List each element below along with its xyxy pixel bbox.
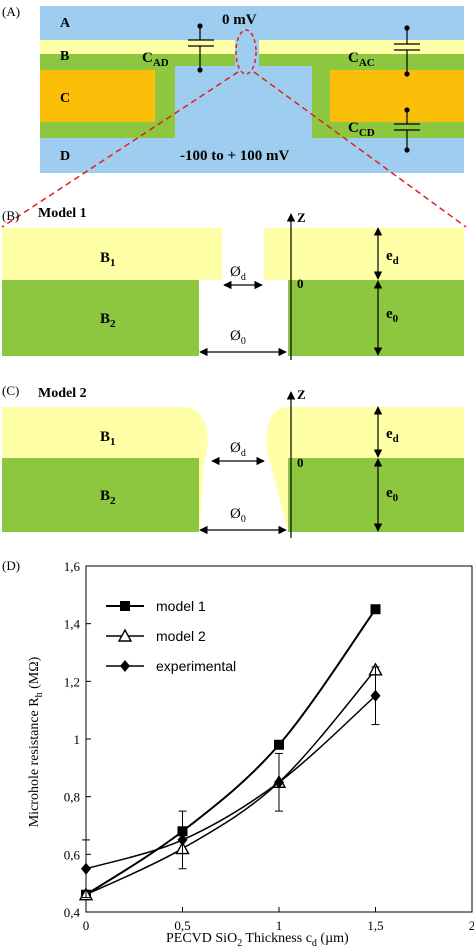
x-tick-label: 1,5: [367, 918, 383, 933]
legend-label: model 2: [156, 628, 206, 644]
capacitor-ac-symbol: [394, 25, 420, 77]
x-tick-label: 0,5: [174, 918, 190, 933]
region-d-label: D: [60, 149, 70, 164]
b2-layer-right: [288, 280, 464, 356]
e0-label: e0: [386, 485, 399, 504]
bottom-voltage: -100 to + 100 mV: [180, 148, 290, 164]
capacitor-cd-symbol: [394, 107, 420, 153]
y-tick-label: 0,6: [64, 847, 81, 862]
legend-marker: [117, 628, 133, 642]
legend-label: model 1: [156, 598, 206, 614]
panel-a: (A) A B C D 0 mV -100 to + 100 mV: [1, 4, 467, 228]
zero-label: 0: [297, 276, 304, 291]
resistance-chart: 0,4 0,6 0,8 1 1,2 1,4 1,6 0 0,5 1 1,5 2 model 1 model…: [64, 559, 474, 933]
x-tick-label: 1: [276, 918, 283, 933]
layer-c-left: [40, 70, 155, 122]
panel-b: (B) Model 1 B1 B2 Ød Ø0 Z 0 ed e0: [2, 206, 464, 360]
x-axis-label: PECVD SiO2 Thickness cd (µm): [166, 931, 349, 948]
b1-label: B1: [100, 429, 116, 448]
data-point-diamond: [370, 689, 381, 702]
series-line-diamond: [85, 695, 377, 870]
legend-marker: [120, 660, 130, 672]
z-axis-label: Z: [297, 210, 306, 225]
diam-0-label: Ø0: [230, 328, 246, 347]
b2-layer-left: [2, 458, 199, 532]
panel-c-tag: (C): [2, 383, 19, 398]
plot-frame: [85, 565, 473, 913]
panel-c-model: Model 2: [38, 386, 87, 401]
y-tick-label: 0,4: [64, 905, 81, 920]
layer-b-left: [40, 40, 235, 54]
y-tick-label: 1: [74, 732, 81, 747]
region-c-label: C: [60, 91, 70, 106]
layer-b-green-right: [259, 54, 464, 66]
panel-d-tag: (D): [2, 558, 20, 573]
data-point-diamond: [177, 833, 188, 846]
x-tick-label: 0: [83, 918, 90, 933]
y-tick-label: 1,2: [64, 674, 80, 689]
data-point-diamond: [81, 862, 91, 875]
top-voltage: 0 mV: [222, 12, 257, 28]
b1-layer-left: [2, 228, 222, 280]
cap-ad-label: CAD: [142, 50, 169, 69]
series-line-square: [85, 608, 377, 896]
capacitor-ad-symbol: [188, 23, 214, 73]
y-axis-label: Microhole resistance Rh (MΩ): [27, 656, 45, 827]
layer-c-right: [330, 70, 464, 122]
e0-label: e0: [386, 306, 399, 325]
ed-label: ed: [386, 248, 399, 267]
y-tick-label: 1,6: [64, 559, 81, 574]
panel-b-tag: (B): [2, 208, 19, 223]
diam-d-label: Ød: [230, 440, 246, 459]
x-tick-label: 2: [469, 918, 474, 933]
legend-marker: [120, 601, 130, 611]
b2-layer-right: [288, 458, 464, 532]
panel-c: (C) Model 2 B1 B2 Ød Ø0 Z 0 ed e0: [2, 383, 464, 538]
panel-d: (D) 0,4 0,6 0,8 1 1,2 1,4 1,6 0 0,5 1 1,5 2 model 1 m…: [2, 558, 474, 948]
y-tick-label: 1,4: [64, 617, 81, 632]
y-tick-label: 0,8: [64, 790, 80, 805]
panel-a-tag: (A): [2, 4, 20, 19]
legend-label: experimental: [156, 658, 236, 674]
cap-cd-label: CCD: [348, 120, 375, 139]
region-b-label: B: [60, 49, 69, 64]
b2-layer-left: [2, 280, 199, 356]
layer-b-green-left: [40, 54, 235, 66]
b1-label: B1: [100, 250, 116, 269]
layer-b-right: [259, 40, 464, 54]
z-axis-label: Z: [297, 387, 306, 402]
panel-b-model: Model 1: [38, 206, 87, 221]
data-point-square: [370, 604, 381, 615]
cap-ac-label: CAC: [348, 50, 375, 69]
zoom-ellipse: [235, 29, 257, 75]
zoom-line-left: [1, 71, 239, 228]
zero-label: 0: [297, 455, 304, 470]
region-a-label: A: [60, 16, 71, 31]
series-line-triangle: [85, 669, 377, 896]
diam-d-label: Ød: [230, 264, 246, 283]
zoom-line-right: [253, 71, 467, 228]
diam-0-label: Ø0: [230, 506, 246, 525]
ed-label: ed: [386, 426, 399, 445]
data-point-square: [274, 739, 284, 750]
b2-label: B2: [100, 311, 116, 330]
data-point-diamond: [274, 776, 284, 789]
b2-label: B2: [100, 488, 116, 507]
b1-layer-right: [264, 228, 464, 280]
